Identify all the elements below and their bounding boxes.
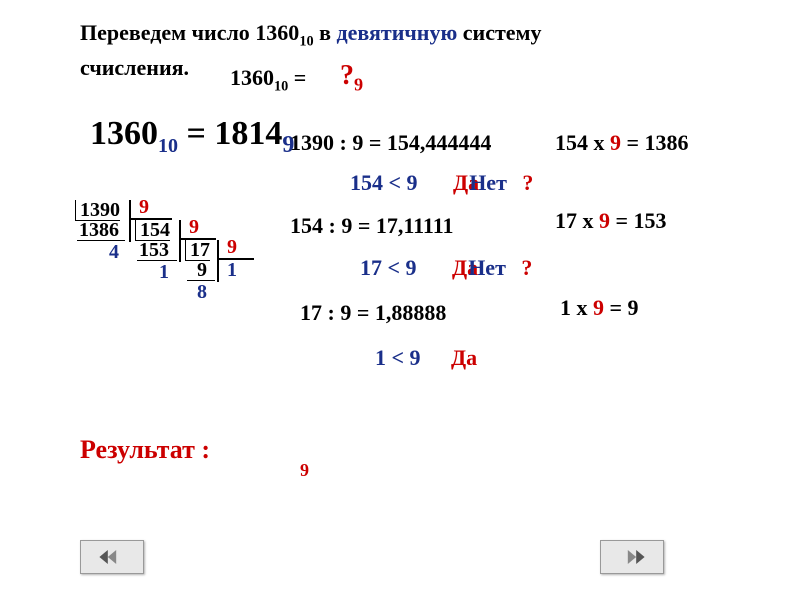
calc-r1c: 154 < 9 ДаНет ? (350, 170, 533, 196)
ld-1386: 1386 (79, 220, 119, 240)
eq-lhs-sub: 10 (274, 78, 288, 94)
calc-r3c: 1 < 9 Да (375, 345, 477, 371)
r2c-net: Нет (468, 255, 506, 280)
calc-r2b: 17 x 9 = 153 (555, 208, 667, 234)
eq-lhs: 1360 (230, 65, 274, 90)
title-sub-1: 10 (299, 33, 313, 49)
ld-1b: 1 (227, 260, 237, 280)
ld-8: 8 (197, 282, 207, 302)
equation-q: ?9 (340, 60, 363, 96)
result-label: Результат : (80, 435, 210, 465)
r3c-da: Да (451, 345, 477, 370)
calc-r1a: 1390 : 9 = 154,444444 (290, 130, 491, 156)
q-mark: ? (340, 60, 354, 91)
ld-vline-2 (179, 220, 181, 262)
r1b-r: = 1386 (621, 130, 689, 155)
ld-1390: 1390 (75, 200, 120, 221)
r1b-m: 9 (610, 130, 621, 155)
r1c-l: 154 < 9 (350, 170, 418, 195)
r3b-r: = 9 (604, 295, 639, 320)
title-text-1: Переведем число 1360 (80, 20, 299, 45)
ld-1: 1 (159, 262, 169, 282)
calc-r1b: 154 x 9 = 1386 (555, 130, 689, 156)
title-word: девятичную (337, 20, 458, 45)
ld-154: 154 (135, 220, 170, 241)
ld-9c: 9 (227, 237, 237, 257)
ld-17: 17 (185, 240, 210, 261)
title-text-3: систему (457, 20, 541, 45)
calc-r2a: 154 : 9 = 17,11111 (290, 213, 454, 239)
big-sub10: 10 (158, 135, 178, 157)
r1c-net: Нет (469, 170, 507, 195)
calc-r3b: 1 x 9 = 9 (560, 295, 639, 321)
ld-uline-2 (137, 260, 177, 261)
ld-vline-1 (129, 200, 131, 242)
big-equation: 136010 = 18149 (90, 115, 294, 159)
ld-4: 4 (109, 242, 119, 262)
calc-r3a: 17 : 9 = 1,88888 (300, 300, 446, 326)
big-b: 1814 (214, 115, 282, 152)
calc-r2c: 17 < 9 ДаНет ? (360, 255, 532, 281)
ld-9a: 9 (139, 197, 149, 217)
big-a: 1360 (90, 115, 158, 152)
next-icon (618, 547, 646, 567)
title-text-2: в (314, 20, 337, 45)
title-line-2: счисления. (80, 55, 189, 81)
ld-uline-1 (77, 240, 125, 241)
ld-9d: 9 (197, 260, 207, 280)
r2c-q: ? (521, 255, 532, 280)
r3c-l: 1 < 9 (375, 345, 421, 370)
ld-153: 153 (139, 240, 169, 260)
ld-vline-3 (217, 240, 219, 282)
prev-button[interactable] (80, 540, 144, 574)
ld-9b: 9 (189, 217, 199, 237)
r2b-r: = 153 (610, 208, 667, 233)
eq-sign: = (288, 65, 306, 90)
r3b-l: 1 x (560, 295, 593, 320)
r3b-m: 9 (593, 295, 604, 320)
next-button[interactable] (600, 540, 664, 574)
r2b-m: 9 (599, 208, 610, 233)
r2b-l: 17 x (555, 208, 599, 233)
r1b-l: 154 x (555, 130, 610, 155)
big-eq-sign: = (178, 115, 214, 152)
r2c-l: 17 < 9 (360, 255, 417, 280)
title-line-1: Переведем число 136010 в девятичную сист… (80, 20, 720, 50)
equation: 136010 = (230, 65, 306, 95)
r1c-q: ? (522, 170, 533, 195)
result-sub: 9 (300, 460, 309, 481)
q-sub: 9 (354, 75, 363, 95)
prev-icon (98, 547, 126, 567)
